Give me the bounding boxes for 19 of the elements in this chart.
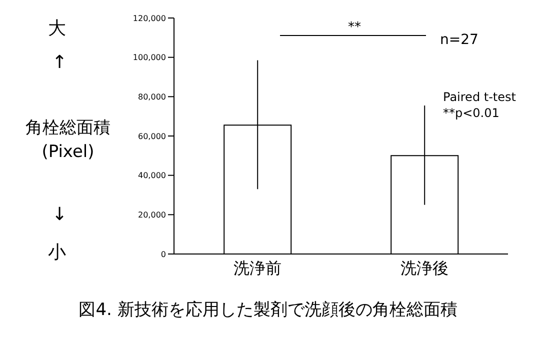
y-tick-label: 120,000 [132, 14, 166, 23]
y-tick-label: 100,000 [132, 53, 166, 62]
text: 小 [48, 241, 66, 264]
y-axis-title: 角栓総面積 (Pixel) [24, 117, 112, 164]
annotation: n=27 [440, 32, 478, 48]
x-tick-label: 洗浄前 [234, 258, 282, 278]
y-tick-label: 40,000 [138, 171, 166, 180]
y-tick-label: 20,000 [138, 210, 166, 220]
text: ↓ [52, 204, 68, 225]
annotation: **p<0.01 [443, 106, 500, 120]
annotation: ** [348, 20, 361, 35]
y-tick-label: 60,000 [138, 132, 166, 141]
text: 図4. 新技術を応用した製剤で洗顔後の角栓総面積 [78, 299, 458, 321]
y-tick-label: 0 [160, 250, 166, 259]
x-tick-label: 洗浄後 [400, 258, 448, 278]
annotation: Paired t-test [443, 90, 516, 104]
y-tick-label: 80,000 [138, 92, 166, 102]
text: 大 [48, 17, 66, 40]
text: ↑ [52, 52, 68, 73]
